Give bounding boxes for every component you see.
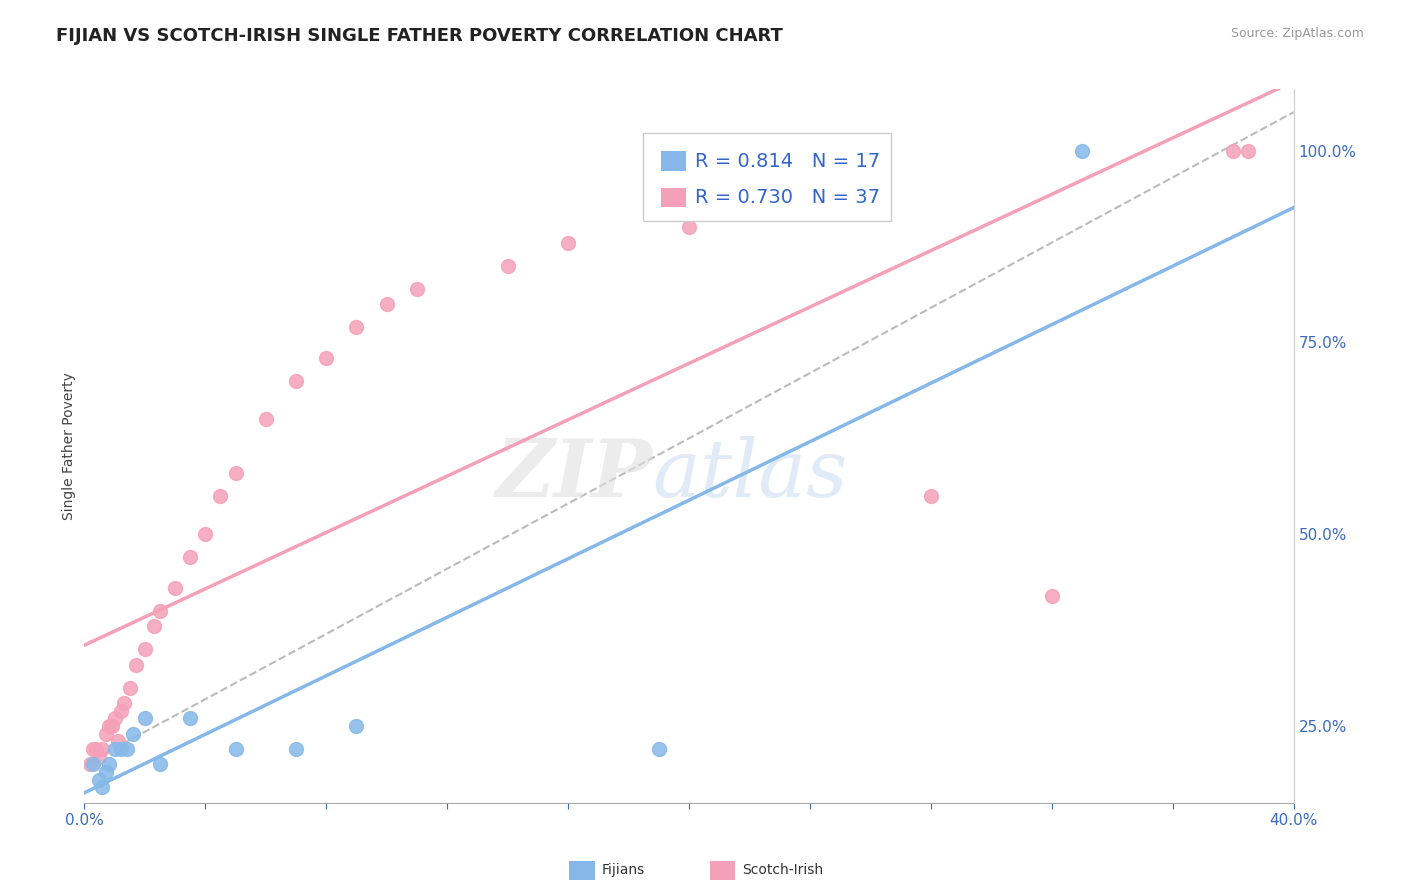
- Point: [118, 681, 141, 695]
- Point: [406, 282, 429, 296]
- Point: [125, 657, 148, 672]
- Point: [89, 772, 111, 787]
- Point: [830, 182, 852, 196]
- Point: [86, 742, 108, 756]
- Point: [97, 757, 120, 772]
- Point: [738, 197, 761, 211]
- Point: [557, 235, 579, 250]
- Point: [194, 527, 217, 541]
- Text: Fijians: Fijians: [602, 863, 645, 877]
- Point: [115, 742, 138, 756]
- Point: [315, 351, 337, 365]
- Point: [1222, 144, 1244, 158]
- Text: Source: ZipAtlas.com: Source: ZipAtlas.com: [1230, 27, 1364, 40]
- Point: [209, 489, 232, 503]
- Point: [920, 489, 942, 503]
- Text: atlas: atlas: [652, 436, 848, 513]
- Point: [107, 734, 129, 748]
- Y-axis label: Single Father Poverty: Single Father Poverty: [62, 372, 76, 520]
- Point: [89, 749, 111, 764]
- Point: [179, 550, 201, 565]
- Point: [375, 297, 398, 311]
- Point: [346, 320, 368, 334]
- Point: [254, 412, 277, 426]
- Point: [134, 711, 156, 725]
- Point: [110, 704, 132, 718]
- Point: [179, 711, 201, 725]
- Point: [225, 466, 247, 480]
- Point: [112, 696, 135, 710]
- Point: [142, 619, 165, 633]
- Point: [91, 742, 114, 756]
- Point: [165, 581, 187, 595]
- Point: [104, 711, 127, 725]
- Point: [82, 742, 104, 756]
- Point: [104, 742, 127, 756]
- Point: [91, 780, 114, 795]
- Point: [678, 220, 700, 235]
- Point: [285, 374, 308, 388]
- Text: FIJIAN VS SCOTCH-IRISH SINGLE FATHER POVERTY CORRELATION CHART: FIJIAN VS SCOTCH-IRISH SINGLE FATHER POV…: [56, 27, 783, 45]
- Text: R = 0.814   N = 17: R = 0.814 N = 17: [695, 153, 880, 171]
- Point: [346, 719, 368, 733]
- Text: Scotch-Irish: Scotch-Irish: [742, 863, 824, 877]
- Point: [94, 765, 117, 780]
- Point: [1040, 589, 1063, 603]
- Point: [496, 259, 519, 273]
- Point: [100, 719, 122, 733]
- Point: [1071, 144, 1094, 158]
- Point: [94, 727, 117, 741]
- Text: R = 0.730   N = 37: R = 0.730 N = 37: [695, 188, 880, 208]
- Point: [648, 742, 671, 756]
- Point: [97, 719, 120, 733]
- Point: [134, 642, 156, 657]
- Point: [79, 757, 101, 772]
- Point: [82, 757, 104, 772]
- Point: [121, 727, 143, 741]
- Point: [110, 742, 132, 756]
- Point: [1237, 144, 1260, 158]
- Point: [285, 742, 308, 756]
- Point: [149, 757, 172, 772]
- Point: [225, 742, 247, 756]
- Text: ZIP: ZIP: [496, 436, 652, 513]
- Point: [149, 604, 172, 618]
